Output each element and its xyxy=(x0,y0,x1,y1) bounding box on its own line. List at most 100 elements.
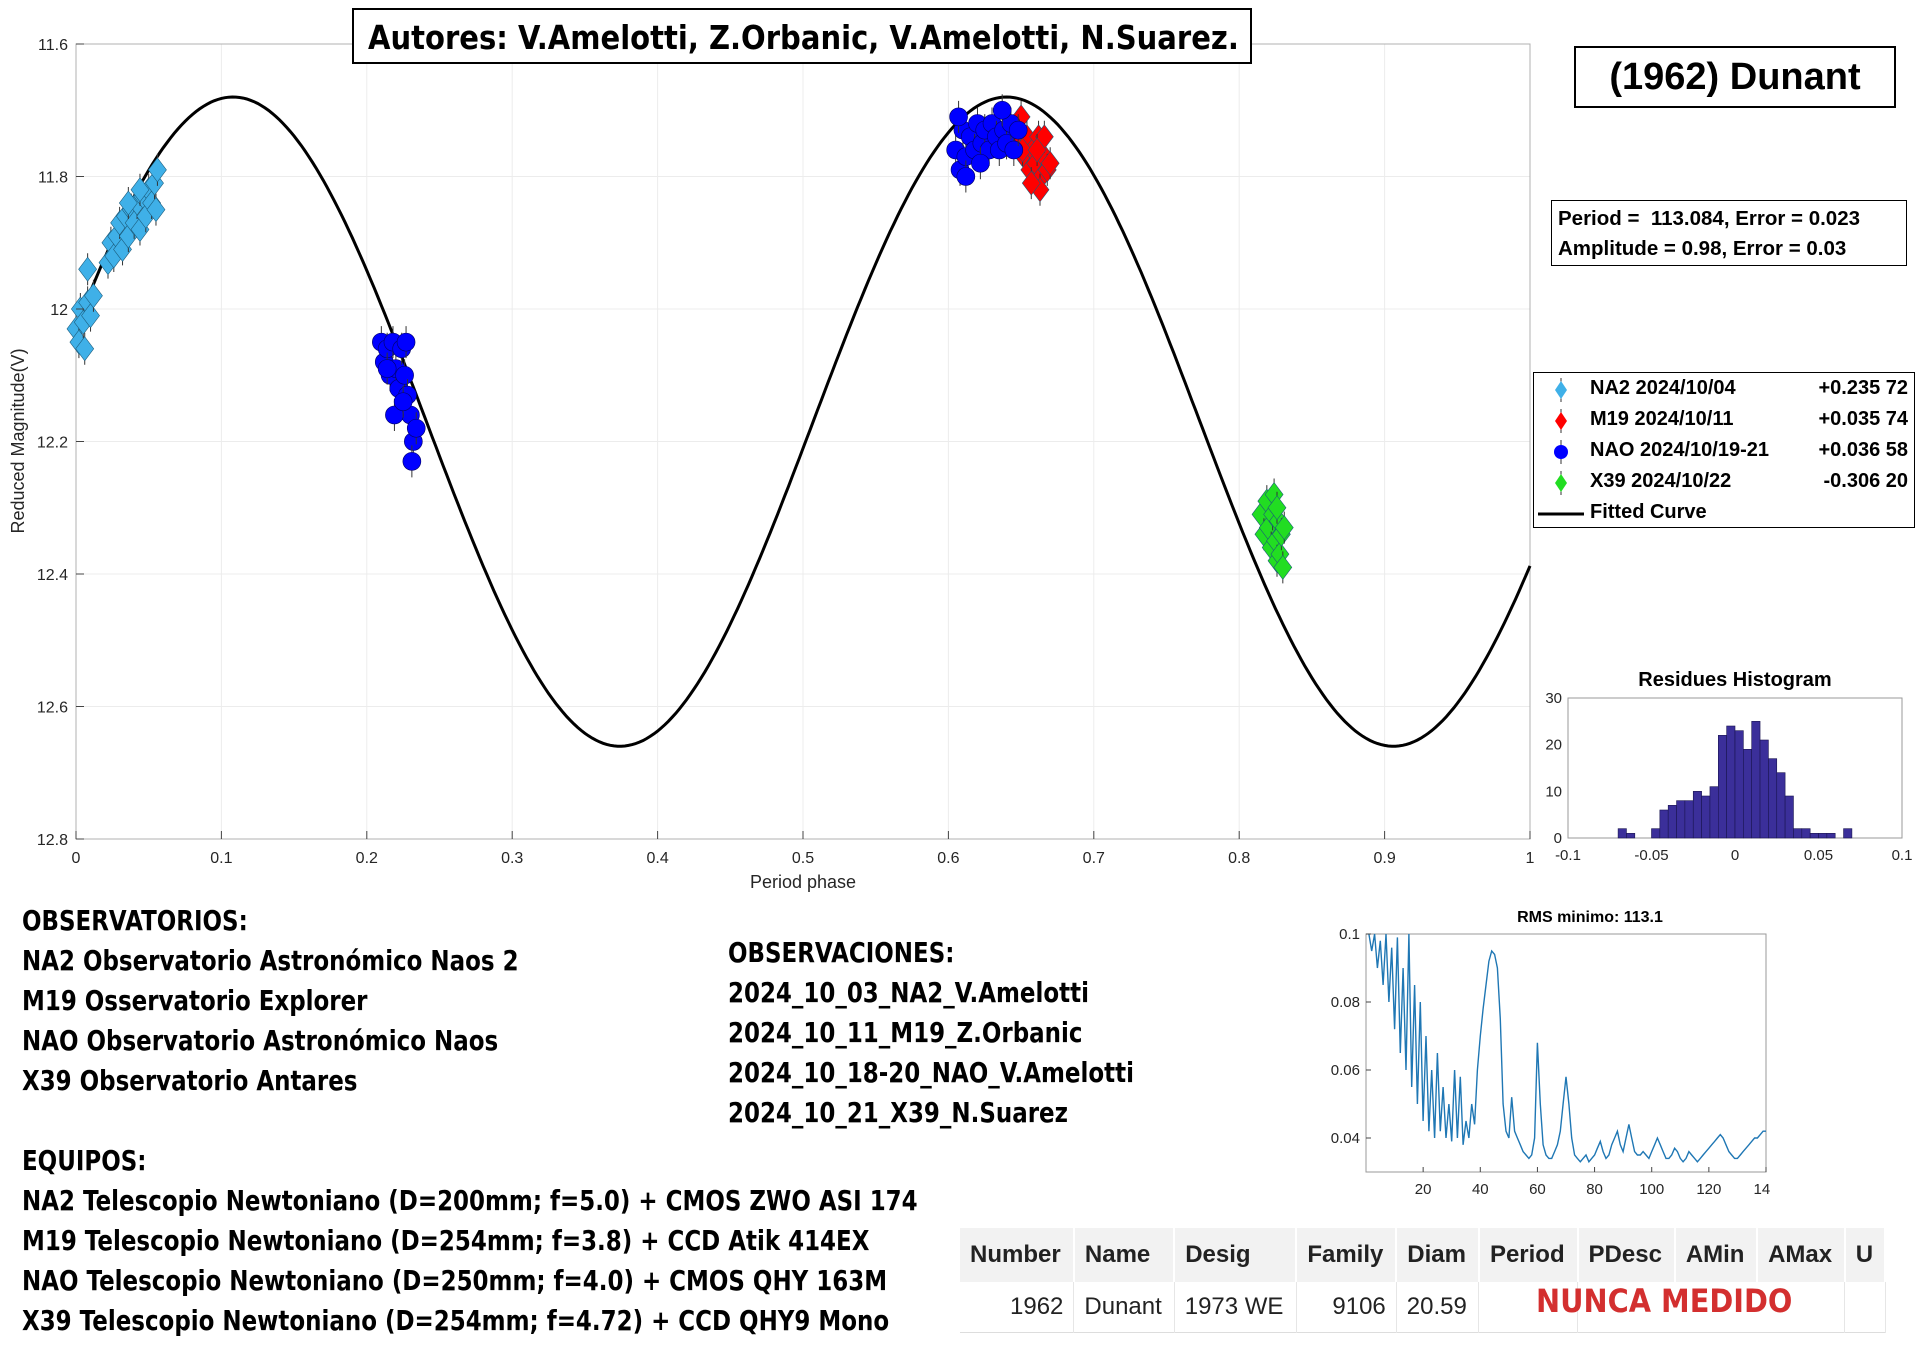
x-axis-label: Period phase xyxy=(750,872,856,892)
legend-item-fit: Fitted Curve xyxy=(1590,501,1707,524)
data-point xyxy=(395,365,414,385)
observatorios-heading: OBSERVATORIOS: xyxy=(22,904,248,937)
y-tick-label: 12.8 xyxy=(37,832,68,849)
legend-label: NA2 2024/10/04 xyxy=(1590,377,1736,399)
rms-x-tick-label: 140 xyxy=(1753,1181,1770,1198)
data-point xyxy=(992,100,1012,120)
histogram-bar xyxy=(1743,749,1753,839)
data-point xyxy=(78,256,98,282)
histogram-bar xyxy=(1776,772,1786,839)
rms-y-tick-label: 0.1 xyxy=(1339,926,1360,943)
data-point xyxy=(1273,554,1293,580)
data-point xyxy=(81,303,100,329)
legend-value-na2: +0.235 72 xyxy=(1818,377,1908,399)
data-point xyxy=(1008,120,1028,140)
cell-name: Dunant xyxy=(1073,1282,1175,1333)
lcdb-table-container: Number Name Desig Family Diam Period PDe… xyxy=(960,1228,1887,1333)
histogram-bar xyxy=(1617,828,1627,839)
cell-period xyxy=(1478,1282,1579,1333)
authors-title-box: Autores: V.Amelotti, Z.Orbanic, V.Amelot… xyxy=(352,8,1252,64)
equipos-block: EQUIPOS: NA2 Telescopio Newtoniano (D=20… xyxy=(22,1144,922,1344)
histogram-bar xyxy=(1843,828,1853,839)
rms-y-tick-label: 0.06 xyxy=(1331,1062,1360,1079)
fitted-curve-line xyxy=(74,95,1532,748)
amplitude-text: Amplitude = 0.98, Error = 0.03 xyxy=(1558,237,1847,260)
observacion-item: 2024_10_18-20_NAO_V.Amelotti xyxy=(728,1056,1134,1089)
hist-x-tick-label: -0.1 xyxy=(1555,847,1581,864)
cell-number: 1962 xyxy=(960,1282,1075,1333)
histogram-bar xyxy=(1734,730,1744,839)
y-tick-label: 12.2 xyxy=(37,435,68,452)
y-tick-label: 12.4 xyxy=(37,567,68,584)
histogram-bar xyxy=(1701,795,1711,839)
cell-stamp: NUNCA MEDIDO xyxy=(1536,1282,1846,1333)
lightcurve-chart: 0 0.1 0.2 0.3 0.4 0.5 0.6 0.7 0.8 0.9 1 11.6 11.8 12 1… xyxy=(8,37,1535,892)
equipo-item: X39 Telescopio Newtoniano (D=254mm; f=4.… xyxy=(22,1304,890,1337)
data-point xyxy=(84,283,103,309)
histogram-bar xyxy=(1692,791,1702,839)
legend-marker xyxy=(1555,412,1567,430)
legend-label: NAO 2024/10/19-21 xyxy=(1590,439,1770,461)
rms-y-tick-label: 0.08 xyxy=(1331,994,1360,1011)
hist-x-tick-label: -0.05 xyxy=(1634,847,1668,864)
object-name-box: (1962) Dunant xyxy=(1574,46,1896,108)
legend-item-nao: NAO 2024/10/19-21 xyxy=(1590,439,1769,462)
data-point xyxy=(148,157,167,183)
observaciones-block: OBSERVACIONES: 2024_10_03_NA2_V.Amelotti… xyxy=(728,936,1228,1136)
y-tick-label: 11.6 xyxy=(38,37,68,54)
data-point xyxy=(377,359,397,378)
col-number: Number xyxy=(960,1228,1075,1282)
equipo-item: NAO Telescopio Newtoniano (D=250mm; f=4.… xyxy=(22,1264,888,1297)
histogram-bar xyxy=(1667,805,1677,839)
observaciones-heading: OBSERVACIONES: xyxy=(728,936,955,969)
observacion-item: 2024_10_03_NA2_V.Amelotti xyxy=(728,976,1089,1009)
data-point xyxy=(1274,515,1294,541)
legend-marker xyxy=(1555,381,1567,399)
histogram-bar xyxy=(1726,725,1736,839)
data-point xyxy=(393,392,413,412)
y-axis-label: Reduced Magnitude(V) xyxy=(8,348,28,533)
observatorio-item: X39 Observatorio Antares xyxy=(22,1064,358,1097)
rms-title: RMS minimo: 113.1 xyxy=(1517,909,1663,926)
hist-x-tick-label: 0.05 xyxy=(1804,847,1833,864)
histogram-bar xyxy=(1651,828,1661,839)
hist-x-tick-label: 0.1 xyxy=(1892,847,1913,864)
x-tick-label: 0.5 xyxy=(792,850,814,867)
x-tick-label: 0.7 xyxy=(1083,850,1105,867)
hist-y-tick-label: 20 xyxy=(1545,737,1562,754)
equipo-item: NA2 Telescopio Newtoniano (D=200mm; f=5.… xyxy=(22,1184,918,1217)
legend-label: X39 2024/10/22 xyxy=(1590,470,1732,492)
equipos-heading: EQUIPOS: xyxy=(22,1144,147,1177)
cell-diam: 20.59 xyxy=(1396,1282,1480,1333)
cell-desig: 1973 WE xyxy=(1174,1282,1297,1333)
histogram-bar xyxy=(1793,828,1803,839)
rms-chart: RMS minimo: 113.1 20 40 60 80 100 120 140 0.04 0… xyxy=(1331,909,1770,1198)
observacion-item: 2024_10_11_M19_Z.Orbanic xyxy=(728,1016,1083,1049)
x-tick-label: 0.9 xyxy=(1373,850,1395,867)
col-period: Period xyxy=(1478,1228,1579,1282)
histogram-bar xyxy=(1659,809,1669,839)
hist-y-tick-label: 30 xyxy=(1545,690,1562,707)
col-amin: AMin xyxy=(1674,1228,1759,1282)
legend-item-m19: M19 2024/10/11 xyxy=(1590,408,1733,431)
histogram-bar xyxy=(1759,739,1769,839)
period-text: Period = 113.084, Error = 0.023 xyxy=(1558,207,1861,230)
col-family: Family xyxy=(1296,1228,1398,1282)
x-tick-label: 0.4 xyxy=(646,850,668,867)
legend: NA2 2024/10/04 +0.235 72 M19 2024/10/11 … xyxy=(1533,372,1915,528)
histogram-bar xyxy=(1676,800,1686,839)
hist-x-tick-label: 0 xyxy=(1731,847,1739,864)
rms-curve-line xyxy=(1368,933,1766,1164)
col-name: Name xyxy=(1073,1228,1176,1282)
legend-value-nao: +0.036 58 xyxy=(1818,439,1908,461)
histogram-bar xyxy=(1801,828,1811,839)
data-point xyxy=(956,167,976,186)
data-point xyxy=(118,190,138,216)
cell-family: 9106 xyxy=(1296,1282,1397,1333)
col-u: U xyxy=(1844,1228,1887,1282)
histogram-bar xyxy=(1768,758,1778,839)
histogram-bar xyxy=(1784,795,1794,839)
nunca-medido-stamp: NUNCA MEDIDO xyxy=(1536,1282,1793,1320)
table-header-row: Number Name Desig Family Diam Period PDe… xyxy=(960,1228,1887,1282)
col-diam: Diam xyxy=(1396,1228,1480,1282)
